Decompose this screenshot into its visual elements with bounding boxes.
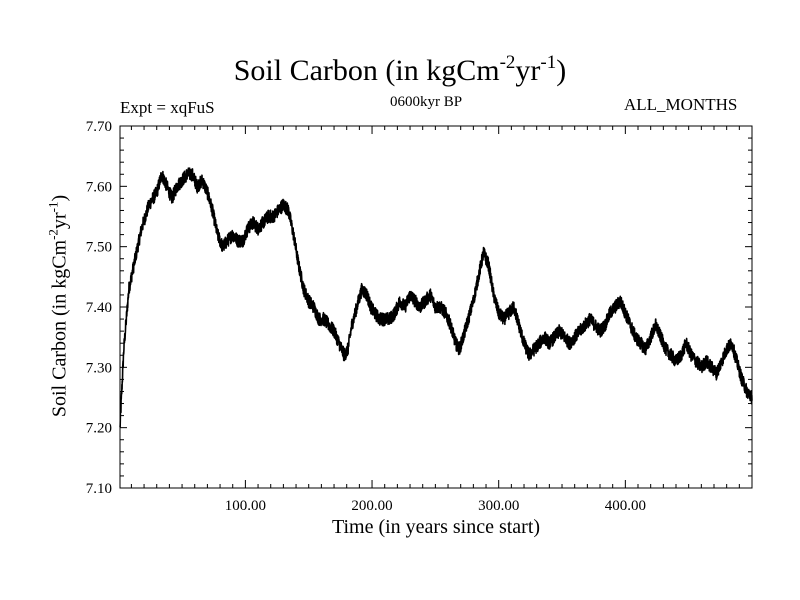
x-axis-label: Time (in years since start)	[331, 516, 541, 538]
y-tick-label: 7.10	[86, 481, 112, 497]
period-label: 0600kyr BP	[390, 94, 463, 110]
x-tick-label: 300.00	[478, 498, 519, 514]
ylabel-text-end: )	[48, 194, 71, 202]
x-tick-label: 200.00	[351, 498, 392, 514]
y-tick-label: 7.30	[86, 360, 112, 376]
x-axis: 100.00 200.00 300.00 400.00	[130, 126, 740, 514]
y-axis: 7.10 7.20 7.30 7.40 7.50 7.60 7.70	[86, 119, 752, 497]
title-exponent-2: -1	[540, 52, 557, 73]
y-tick-label: 7.50	[86, 240, 112, 256]
series-line	[119, 167, 753, 428]
title-text-mid: yr	[515, 54, 541, 87]
ylabel-text: Soil Carbon (in kgCm	[48, 239, 71, 418]
y-tick-label: 7.60	[86, 179, 112, 195]
title-text: Soil Carbon (in kgCm	[233, 54, 500, 87]
y-axis-label: Soil Carbon (in kgCm-2yr-1)	[45, 194, 72, 418]
title-exponent-1: -2	[499, 52, 516, 73]
y-tick-label: 7.70	[86, 119, 112, 135]
months-label: ALL_MONTHS	[624, 95, 738, 114]
title-text-end: )	[556, 54, 567, 87]
ylabel-exponent-2: -1	[45, 201, 61, 213]
y-tick-label: 7.20	[86, 421, 112, 437]
x-tick-label: 400.00	[605, 498, 646, 514]
chart-title: Soil Carbon (in kgCm-2yr-1)	[0, 52, 800, 88]
y-tick-label: 7.40	[86, 300, 112, 316]
x-tick-label: 100.00	[225, 498, 266, 514]
ylabel-text-mid: yr	[48, 212, 71, 230]
experiment-label: Expt = xqFuS	[120, 98, 215, 117]
ylabel-exponent-1: -2	[45, 229, 61, 240]
series-group	[119, 167, 753, 428]
